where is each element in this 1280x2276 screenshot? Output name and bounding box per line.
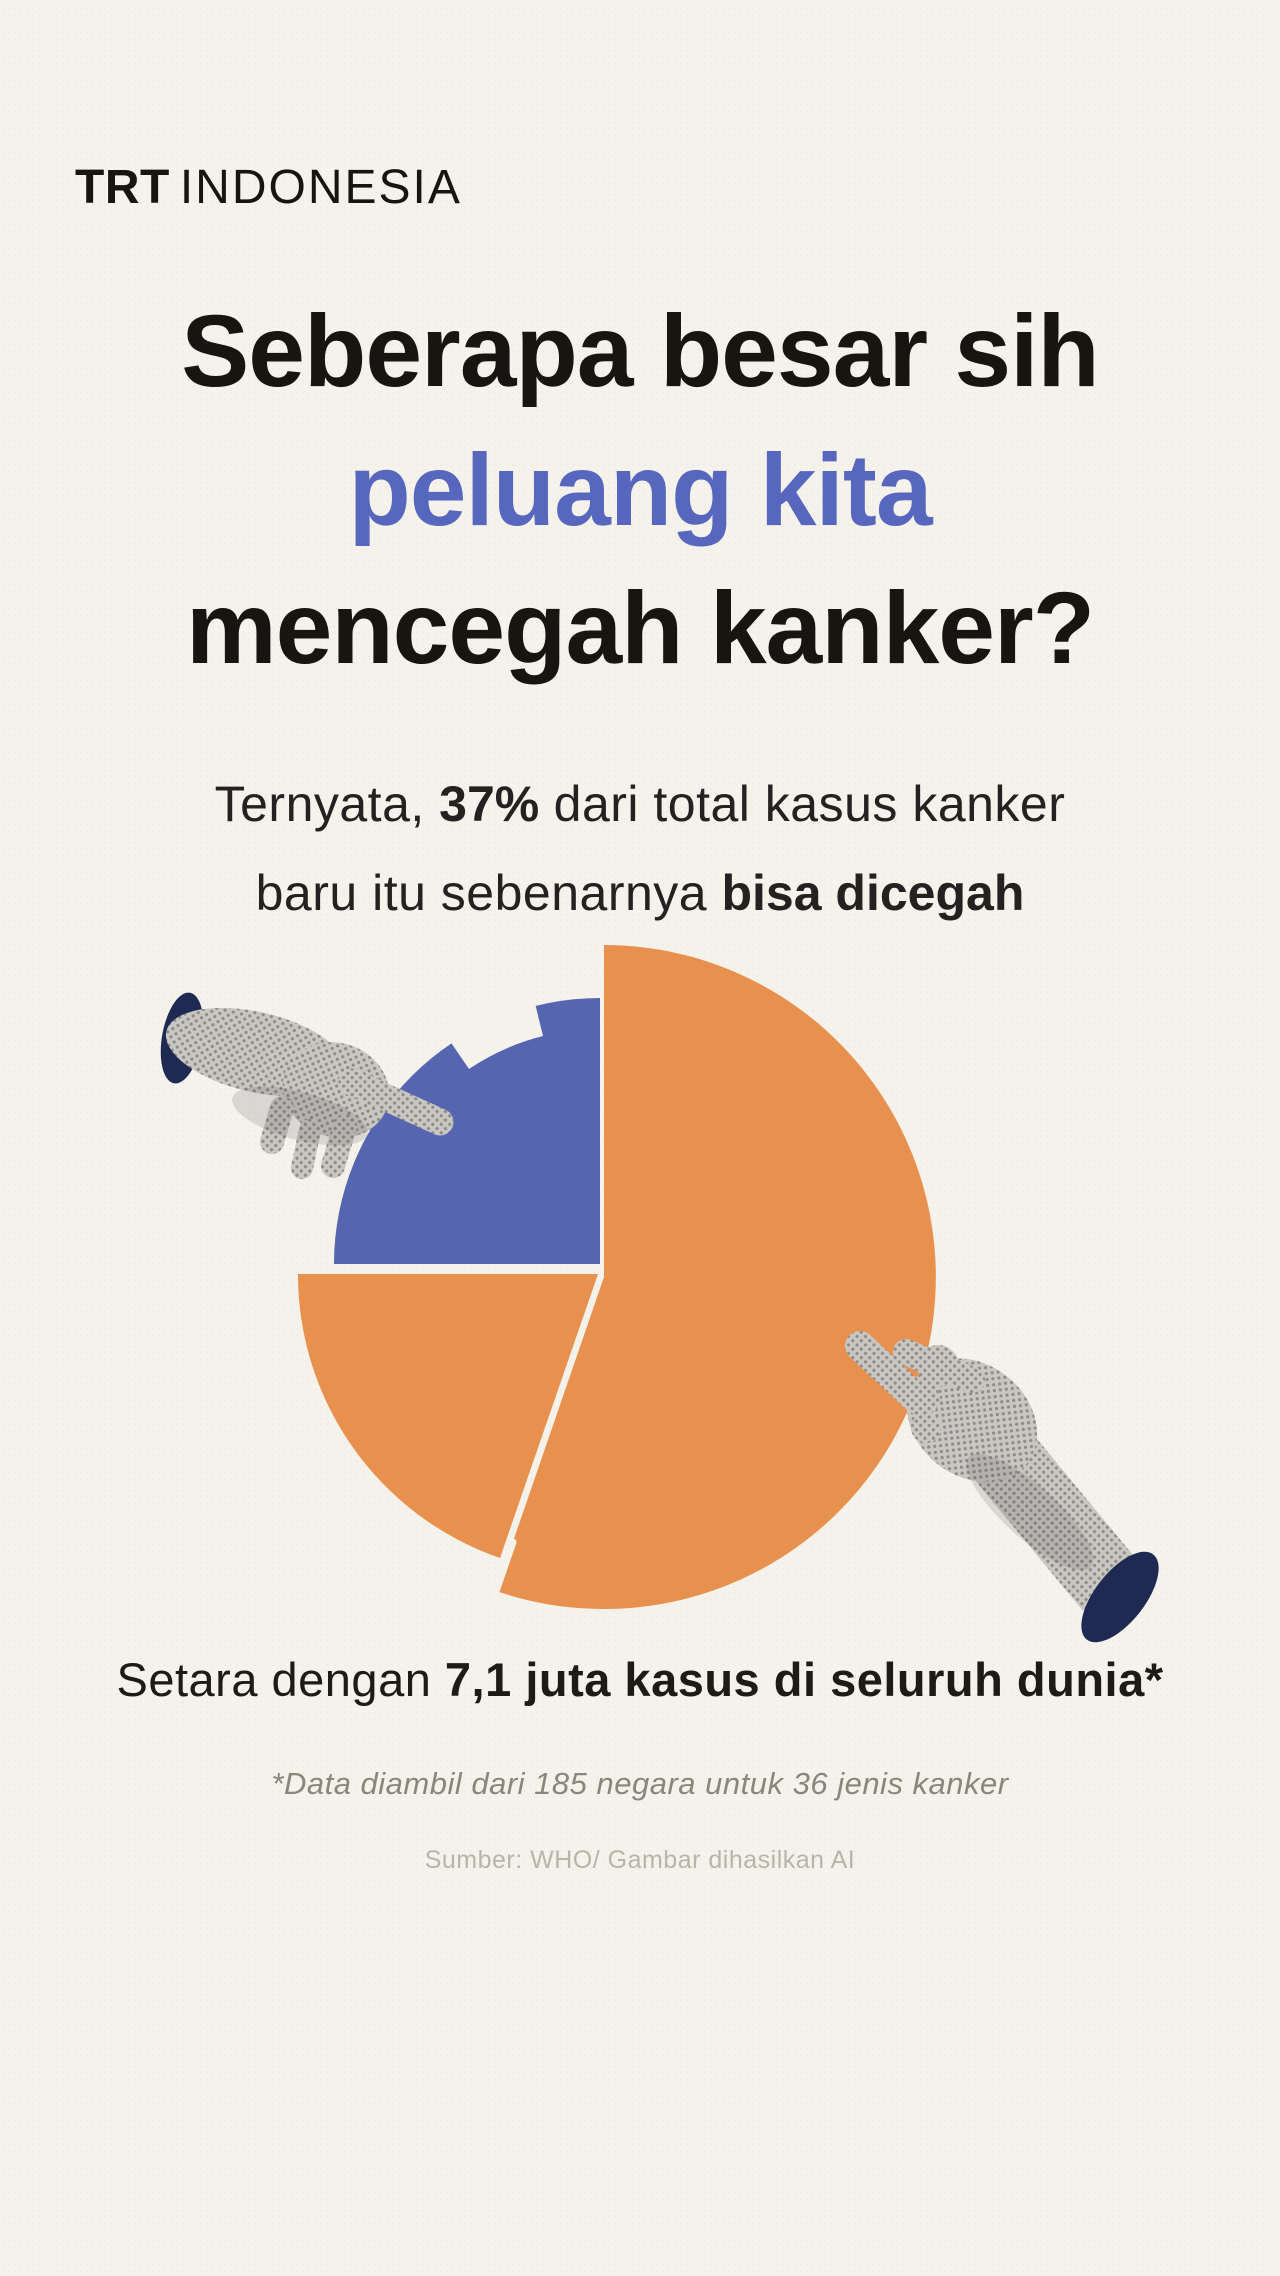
subtitle-line2: baru itu sebenarnya bisa dicegah [0, 849, 1280, 938]
subtitle-stat: 37% [439, 776, 540, 832]
headline-line2-accent: peluang kita [348, 432, 932, 547]
pie-slice-orange-main [496, 945, 936, 1609]
equivalence-pre: Setara dengan [116, 1653, 445, 1706]
brand-logo-secondary: INDONESIA [179, 161, 462, 214]
pointing-finger [338, 1068, 454, 1136]
brand-logo: TRT INDONESIA [75, 164, 462, 212]
brand-logo-primary: TRT [75, 161, 170, 214]
pie-slice-blue-notch [441, 987, 543, 1069]
headline: Seberapa besar sih peluang kita mencegah… [0, 282, 1280, 698]
pie-slice-orange-bottom-left [297, 1274, 598, 1558]
headline-line3: mencegah kanker? [185, 571, 1095, 686]
subtitle-pre: Ternyata, [214, 776, 440, 832]
right-hand-cuff [1081, 1551, 1159, 1643]
subtitle-line2-pre: baru itu sebenarnya [255, 865, 722, 921]
subtitle: Ternyata, 37% dari total kasus kanker ba… [0, 760, 1280, 938]
right-forearm [971, 1425, 1145, 1620]
subtitle-line1: Ternyata, 37% dari total kasus kanker [0, 760, 1280, 849]
pie-seam [488, 1538, 517, 1607]
footnote: *Data diambil dari 185 negara untuk 36 j… [271, 1766, 1009, 1801]
subtitle-post: dari total kasus kanker [539, 776, 1066, 832]
subtitle-line2-bold: bisa dicegah [721, 865, 1025, 921]
pie-slice-blue [334, 998, 600, 1264]
right-hand-illustration [845, 1331, 1159, 1643]
source-credit: Sumber: WHO/ Gambar dihasilkan AI [424, 1846, 856, 1874]
equivalence-bold: 7,1 juta kasus di seluruh dunia* [444, 1653, 1164, 1706]
equivalence-statement: Setara dengan 7,1 juta kasus di seluruh … [0, 1652, 1280, 1707]
headline-line1: Seberapa besar sih [181, 294, 1099, 408]
left-hand-illustration [160, 992, 454, 1179]
right-thumb [845, 1331, 931, 1413]
